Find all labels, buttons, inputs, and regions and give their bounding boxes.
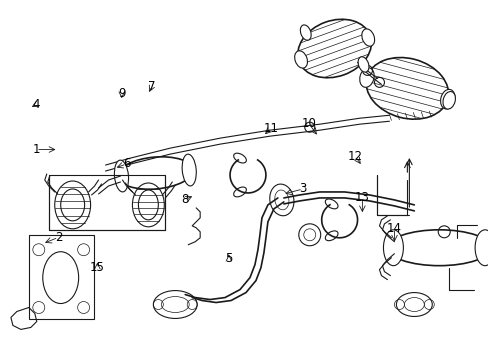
Text: 8: 8 bbox=[181, 193, 188, 206]
Text: 7: 7 bbox=[148, 80, 155, 93]
Ellipse shape bbox=[300, 25, 310, 40]
Text: 9: 9 bbox=[118, 87, 125, 100]
Ellipse shape bbox=[182, 154, 196, 186]
Text: 11: 11 bbox=[263, 122, 278, 135]
Ellipse shape bbox=[359, 68, 373, 87]
Ellipse shape bbox=[383, 230, 403, 266]
Text: 3: 3 bbox=[299, 183, 306, 195]
Ellipse shape bbox=[294, 51, 307, 68]
Ellipse shape bbox=[114, 160, 128, 192]
Text: 13: 13 bbox=[354, 191, 369, 204]
Ellipse shape bbox=[474, 230, 488, 266]
Text: 1: 1 bbox=[32, 143, 40, 156]
Text: 2: 2 bbox=[55, 231, 62, 244]
Text: 12: 12 bbox=[347, 150, 362, 163]
Bar bbox=[29, 235, 93, 319]
Text: 4: 4 bbox=[32, 98, 40, 111]
Text: 6: 6 bbox=[122, 157, 130, 170]
Ellipse shape bbox=[440, 89, 454, 109]
Text: 14: 14 bbox=[386, 222, 401, 235]
Ellipse shape bbox=[442, 91, 454, 109]
Ellipse shape bbox=[357, 57, 368, 72]
Text: 5: 5 bbox=[225, 252, 232, 265]
Ellipse shape bbox=[361, 29, 374, 46]
Text: 10: 10 bbox=[301, 117, 316, 130]
Text: 15: 15 bbox=[90, 261, 104, 274]
